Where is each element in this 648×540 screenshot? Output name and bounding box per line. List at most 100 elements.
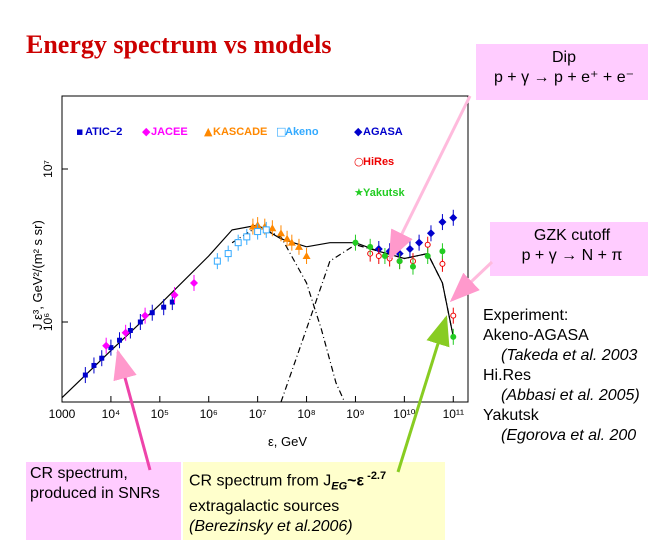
extragalactic-annotation: CR spectrum from JEG~ε -2.7 extragalacti… — [183, 462, 445, 540]
legend-label: KASCADE — [213, 126, 267, 138]
data-point — [224, 250, 232, 258]
data-point — [234, 239, 242, 247]
data-point — [381, 253, 388, 260]
data-point — [367, 243, 374, 250]
data-point — [190, 278, 199, 287]
axis-ticks: 1000 10⁴ 10⁵ 10⁶ 10⁷ 10⁸ 10⁹ 10¹⁰ 10¹¹ 10⁶ 10⁷ — [41, 160, 464, 421]
data-point — [450, 333, 457, 340]
experiment-note: Experiment: Akeno-AGASA (Takeda et al. 2… — [483, 306, 640, 446]
data-point — [352, 239, 359, 246]
x-tick-label: 10⁶ — [200, 407, 218, 421]
data-point — [302, 252, 311, 260]
y-tick-label: 10⁷ — [41, 160, 55, 178]
data-point — [438, 218, 447, 227]
eg-line1: CR spectrum from JEG~ε -2.7 — [189, 466, 439, 497]
dip-label: Dip — [551, 49, 576, 66]
eg-mid: ~ε — [347, 472, 365, 490]
eg-line2: extragalactic sources — [189, 497, 340, 515]
experiment-ref: (Abbasi et al. 2005) — [501, 387, 640, 404]
legend-label: Yakutsk — [363, 187, 405, 199]
data-point — [396, 258, 403, 265]
data-point — [283, 234, 292, 242]
data-point — [409, 263, 416, 270]
data-point — [405, 245, 414, 253]
data-point — [439, 248, 446, 255]
data-point — [439, 260, 446, 267]
experiment-item: Yakutsk — [483, 407, 539, 424]
x-tick-label: 10⁸ — [297, 407, 315, 421]
data-point — [424, 241, 431, 248]
legend-symbol: ◆ — [142, 125, 151, 138]
legend-symbol: ◆ — [354, 125, 363, 138]
x-tick-label: 10⁵ — [151, 407, 169, 421]
data-point — [254, 228, 262, 236]
data-points — [82, 209, 458, 384]
data-point — [170, 291, 179, 300]
data-point — [108, 345, 114, 351]
data-point — [117, 337, 123, 343]
legend-symbol: ○ — [354, 155, 364, 168]
legend-symbol: ▲ — [204, 125, 213, 138]
x-tick-label: 10¹⁰ — [393, 407, 415, 421]
data-point — [121, 328, 130, 337]
legend-label: HiRes — [363, 156, 394, 168]
page-title: Energy spectrum vs models — [26, 30, 332, 59]
snr-line1: CR spectrum, — [30, 465, 128, 482]
experiment-ref: (Takeda et al. 2003 — [501, 347, 638, 364]
data-point — [450, 312, 457, 319]
eg-sub: EG — [331, 480, 348, 493]
x-tick-label: 10⁹ — [346, 407, 365, 421]
curve-extragalactic — [280, 244, 454, 403]
curve-galactic — [231, 225, 346, 403]
snr-annotation: CR spectrum, produced in SNRs — [26, 462, 181, 540]
data-point — [294, 242, 303, 250]
experiment-heading: Experiment: — [483, 307, 569, 324]
dip-reaction: p + γ → p + e⁺ + e⁻ — [493, 69, 635, 86]
data-point — [102, 341, 111, 350]
data-point — [169, 299, 175, 305]
eg-prefix: CR spectrum from J — [189, 472, 332, 490]
dip-arrow — [388, 95, 472, 261]
plot-frame — [61, 95, 469, 403]
eg-arrow — [396, 315, 450, 473]
data-point — [268, 224, 277, 232]
eg-sup: -2.7 — [364, 470, 387, 482]
snr-line2: produced in SNRs — [30, 485, 160, 502]
x-tick-label: 10⁴ — [102, 407, 121, 421]
gzk-arrow — [449, 260, 494, 303]
legend-label: AGASA — [363, 126, 403, 138]
gzk-label: GZK cutoff — [533, 227, 611, 244]
data-point — [91, 362, 97, 368]
data-point — [82, 372, 88, 378]
curve-total — [61, 224, 454, 399]
x-tick-label: 10⁷ — [249, 407, 267, 421]
data-point — [161, 304, 167, 310]
data-point — [375, 253, 382, 260]
data-point — [287, 238, 296, 246]
data-point — [137, 319, 143, 325]
data-point — [99, 355, 105, 361]
data-point — [243, 233, 251, 241]
legend-label: JACEE — [151, 126, 188, 138]
legend-label: ATIC−2 — [85, 126, 122, 138]
experiment-item: Hi.Res — [483, 367, 532, 384]
gzk-reaction: p + γ → N + π — [521, 247, 623, 264]
x-tick-label: 1000 — [49, 407, 76, 421]
data-point — [262, 226, 270, 234]
x-tick-label: 10¹¹ — [443, 407, 464, 421]
experiment-item: Akeno-AGASA — [483, 327, 589, 344]
legend-symbol: ★ — [354, 186, 364, 199]
dip-annotation: Dip p + γ → p + e⁺ + e⁻ — [476, 44, 648, 100]
data-point — [149, 310, 155, 316]
eg-line3: (Berezinsky et al.2006) — [189, 517, 353, 535]
gzk-annotation: GZK cutoff p + γ → N + π — [490, 222, 648, 276]
experiment-ref: (Egorova et al. 200 — [501, 427, 637, 444]
legend-symbol: □ — [276, 125, 286, 138]
data-point — [415, 238, 424, 247]
data-point — [141, 311, 150, 320]
data-point — [276, 229, 285, 237]
legend-label: Akeno — [285, 126, 319, 138]
y-tick-label: 10⁶ — [41, 313, 55, 331]
data-point — [127, 327, 133, 333]
